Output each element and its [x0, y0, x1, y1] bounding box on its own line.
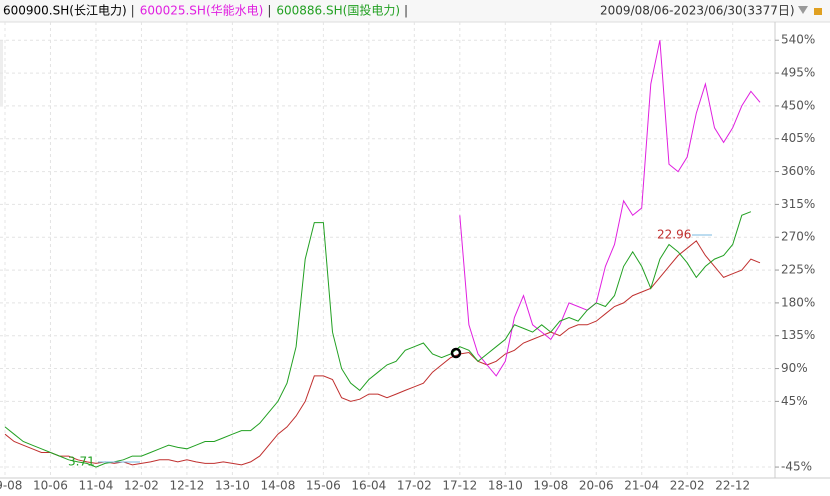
y-tick-label: 450%: [781, 98, 815, 112]
x-tick-label: 14-08: [260, 479, 295, 493]
x-tick-label: 16-04: [351, 479, 386, 493]
series-line: [4, 211, 752, 468]
y-tick-label: 45%: [781, 394, 808, 408]
y-tick-label: 405%: [781, 131, 815, 145]
series-line: [4, 240, 761, 466]
y-tick-label: -45%: [781, 460, 812, 474]
scroll-handle: [0, 40, 3, 105]
annotation: 22.96: [657, 228, 691, 242]
x-tick-label: 15-06: [306, 479, 341, 493]
x-tick-label: 10-06: [33, 479, 68, 493]
legend-separator: |: [404, 4, 408, 18]
legend-entry: 600025.SH(华能水电): [140, 4, 264, 18]
x-tick-label: 17-12: [442, 479, 477, 493]
date-range[interactable]: 2009/08/06-2023/06/30(3377日): [600, 4, 795, 18]
y-tick-label: 495%: [781, 66, 815, 80]
annotation: 3.71: [68, 455, 95, 469]
y-tick-label: 270%: [781, 230, 815, 244]
x-tick-label: 12-12: [169, 479, 204, 493]
x-tick-label: 12-02: [124, 479, 159, 493]
crosshair-marker: [450, 347, 462, 359]
x-tick-label: 17-02: [397, 479, 432, 493]
x-tick-label: 13-10: [215, 479, 250, 493]
y-tick-label: 315%: [781, 197, 815, 211]
x-tick-label: 11-04: [79, 479, 114, 493]
series-line: [459, 40, 761, 377]
header-bar: [0, 0, 830, 22]
legend-entry: 600900.SH(长江电力): [3, 4, 127, 18]
dropdown-icon[interactable]: [798, 6, 808, 14]
y-tick-label: 225%: [781, 263, 815, 277]
x-tick-label: 22-12: [715, 479, 750, 493]
x-tick-label: 22-02: [670, 479, 705, 493]
y-tick-label: 180%: [781, 295, 815, 309]
legend-entry: 600886.SH(国投电力): [276, 3, 400, 18]
legend-separator: |: [267, 4, 271, 18]
lock-icon[interactable]: [814, 8, 822, 15]
y-tick-label: 90%: [781, 361, 808, 375]
y-tick-label: 360%: [781, 164, 815, 178]
y-tick-label: 540%: [781, 33, 815, 47]
y-tick-label: 135%: [781, 328, 815, 342]
x-tick-label: 09-08: [0, 479, 22, 493]
x-tick-label: 19-08: [533, 479, 568, 493]
x-tick-label: 18-10: [488, 479, 523, 493]
x-tick-label: 21-04: [624, 479, 659, 493]
legend-separator: |: [131, 4, 135, 18]
x-tick-label: 20-06: [579, 479, 614, 493]
